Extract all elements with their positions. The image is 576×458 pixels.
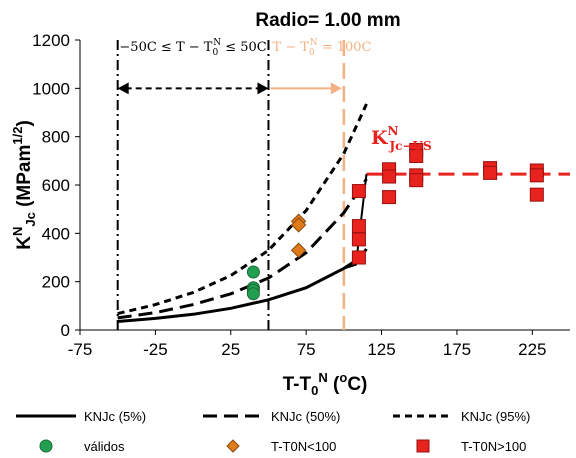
legend-label: válidos xyxy=(84,439,125,454)
point-t-t0n-lt100 xyxy=(290,242,307,258)
legend-item: KNJc (50%) xyxy=(203,409,340,424)
legend-label: KNJc (5%) xyxy=(84,409,146,424)
x-tick-label: 25 xyxy=(221,340,240,359)
range-label-right: T − T0N = 100C xyxy=(272,38,371,58)
legend-label: T-T0N>100 xyxy=(461,439,526,454)
y-tick-label: 600 xyxy=(42,176,70,195)
legend-swatch-square xyxy=(416,439,430,453)
y-tick-label: 200 xyxy=(42,273,70,292)
x-tick-label: 175 xyxy=(443,340,471,359)
y-tick-label: 800 xyxy=(42,128,70,147)
x-tick-label: 125 xyxy=(367,340,395,359)
legend-item: KNJc (95%) xyxy=(393,409,530,424)
upper-shelf-label: KN Jc−US xyxy=(371,124,432,153)
point-valido xyxy=(246,287,260,301)
point-t-t0n-gt100 xyxy=(409,173,424,188)
x-tick-label: 75 xyxy=(297,340,316,359)
legend-swatch-diamond xyxy=(226,439,240,453)
series-line-short-dash xyxy=(117,103,368,316)
x-tick-label: -75 xyxy=(68,340,93,359)
point-t-t0n-gt100 xyxy=(409,149,424,163)
series-line-solid xyxy=(117,248,368,323)
point-t-t0n-gt100 xyxy=(382,190,397,205)
y-tick-label: 1000 xyxy=(32,79,70,98)
legend-item: KNJc (5%) xyxy=(16,409,146,424)
point-t-t0n-gt100 xyxy=(351,232,366,247)
y-tick-label: 400 xyxy=(42,224,70,243)
chart-title: Radio= 1.00 mm xyxy=(255,10,400,31)
arrow-head-right xyxy=(257,82,269,95)
legend-label: KNJc (95%) xyxy=(461,409,530,424)
range-label-left: −50C ≤ T − T0N ≤ 50C xyxy=(119,38,266,58)
point-t-t0n-gt100 xyxy=(351,184,366,199)
point-t-t0n-gt100 xyxy=(382,169,397,184)
legend-swatch-circle xyxy=(39,439,53,453)
legend-item: T-T0N>100 xyxy=(416,439,526,454)
x-axis-title: T-T0N (oC) xyxy=(283,370,368,398)
x-tick-label: 225 xyxy=(518,340,546,359)
y-axis-title: KNJc (MPam1/2) xyxy=(10,120,38,250)
y-tick-label: 1200 xyxy=(32,31,70,50)
y-tick-label: 0 xyxy=(61,321,70,340)
arrow-head-left xyxy=(117,82,129,95)
point-t-t0n-gt100 xyxy=(529,168,544,183)
legend-label: T-T0N<100 xyxy=(271,439,336,454)
point-t-t0n-gt100 xyxy=(351,250,366,265)
point-t-t0n-gt100 xyxy=(483,165,498,180)
point-t-t0n-lt100 xyxy=(290,217,307,233)
point-valido xyxy=(246,265,260,279)
legend-label: KNJc (50%) xyxy=(271,409,340,424)
arrow-head-orange xyxy=(330,82,342,95)
legend-item: T-T0N<100 xyxy=(226,439,336,454)
legend-item: válidos xyxy=(39,439,125,454)
series-line-long-dash xyxy=(117,178,368,320)
x-tick-label: -25 xyxy=(143,340,168,359)
point-t-t0n-gt100 xyxy=(529,187,544,202)
transition-connector xyxy=(343,174,368,270)
point-t-t0n-gt100 xyxy=(351,219,366,234)
